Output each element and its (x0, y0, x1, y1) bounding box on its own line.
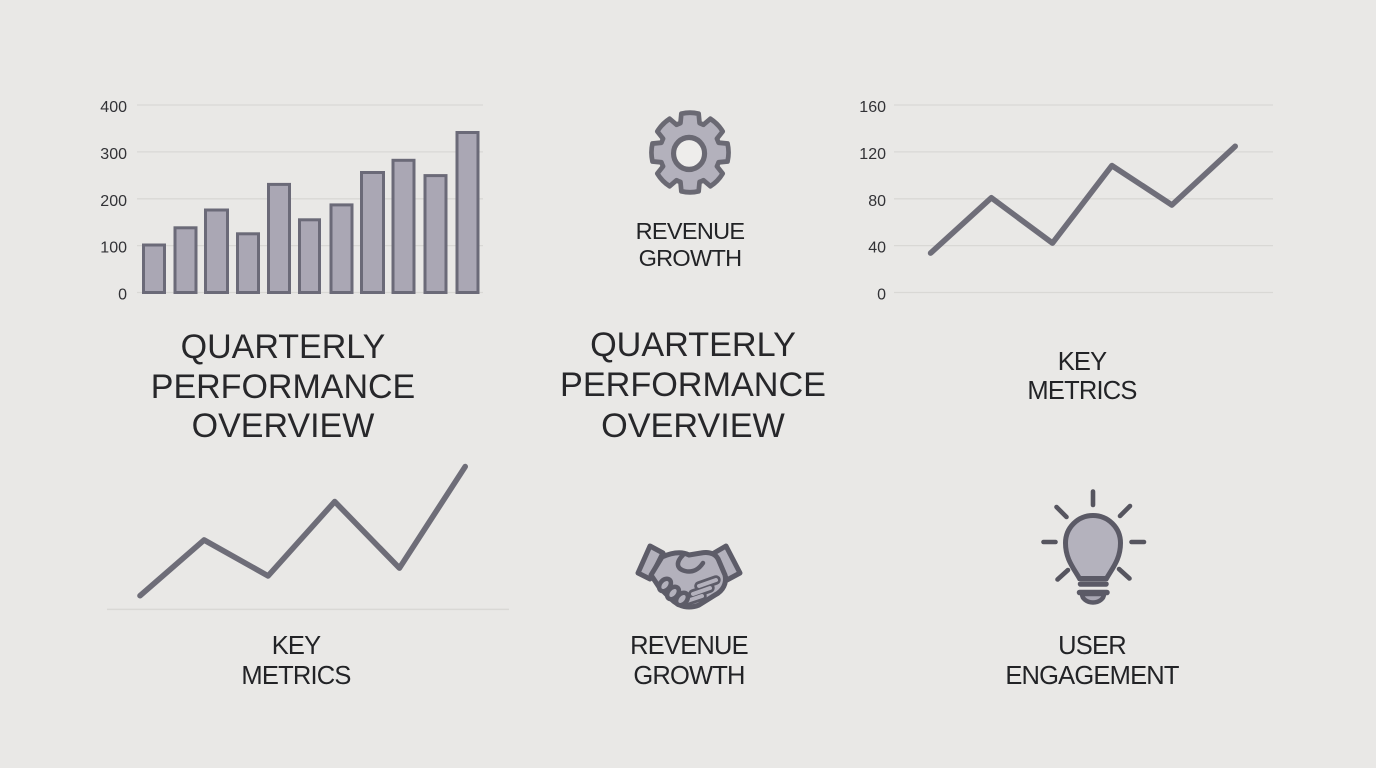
svg-text:200: 200 (100, 193, 127, 210)
svg-text:160: 160 (859, 99, 886, 116)
svg-text:100: 100 (100, 240, 127, 257)
svg-text:400: 400 (100, 99, 127, 116)
svg-text:300: 300 (100, 146, 127, 163)
svg-text:0: 0 (118, 287, 127, 304)
svg-text:120: 120 (859, 146, 886, 163)
svg-text:80: 80 (868, 193, 886, 210)
svg-text:0: 0 (877, 287, 886, 304)
svg-text:40: 40 (868, 240, 886, 257)
